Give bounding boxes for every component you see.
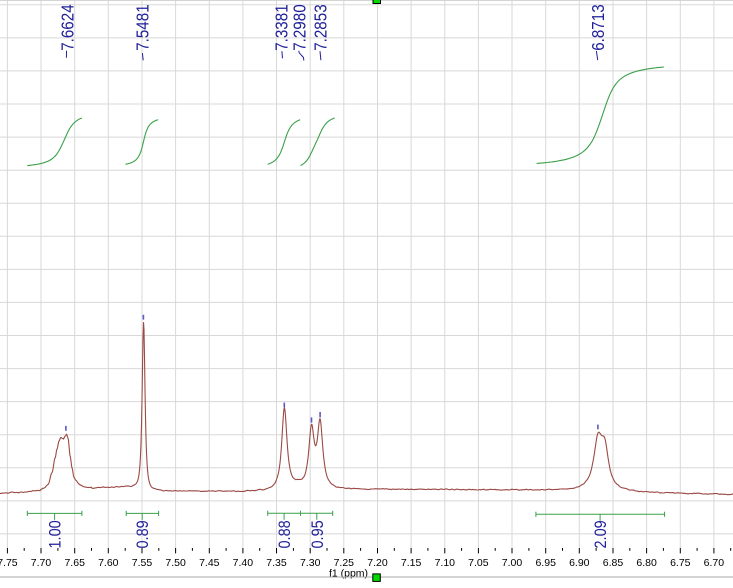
svg-text:7.70: 7.70 — [31, 557, 52, 569]
svg-text:7.6624: 7.6624 — [59, 4, 78, 50]
svg-text:7.45: 7.45 — [199, 557, 220, 569]
svg-text:7.75: 7.75 — [0, 557, 18, 569]
svg-text:f1 (ppm): f1 (ppm) — [329, 567, 368, 579]
svg-text:7.2853: 7.2853 — [312, 4, 331, 50]
svg-text:7.35: 7.35 — [266, 557, 287, 569]
svg-text:6.70: 6.70 — [704, 557, 725, 569]
svg-text:7.25: 7.25 — [334, 557, 355, 569]
svg-text:7.20: 7.20 — [367, 557, 388, 569]
svg-text:6.95: 6.95 — [535, 557, 556, 569]
svg-text:7.5481: 7.5481 — [134, 4, 153, 50]
svg-text:7.40: 7.40 — [233, 557, 254, 569]
svg-text:6.75: 6.75 — [670, 557, 691, 569]
svg-text:7.2980: 7.2980 — [290, 4, 309, 50]
svg-text:6.80: 6.80 — [636, 557, 657, 569]
svg-text:0.88: 0.88 — [276, 520, 294, 548]
svg-text:1.00: 1.00 — [47, 520, 65, 548]
svg-text:6.8713: 6.8713 — [589, 4, 608, 50]
svg-text:7.60: 7.60 — [98, 557, 119, 569]
svg-text:7.3381: 7.3381 — [273, 4, 292, 50]
svg-text:0.95: 0.95 — [309, 520, 327, 548]
svg-text:7.00: 7.00 — [502, 557, 523, 569]
svg-text:7.65: 7.65 — [64, 557, 85, 569]
svg-text:7.10: 7.10 — [435, 557, 456, 569]
svg-text:7.15: 7.15 — [401, 557, 422, 569]
svg-text:6.85: 6.85 — [603, 557, 624, 569]
svg-text:6.90: 6.90 — [569, 557, 590, 569]
svg-text:7.05: 7.05 — [468, 557, 489, 569]
svg-text:7.55: 7.55 — [132, 557, 153, 569]
svg-text:7.50: 7.50 — [165, 557, 186, 569]
svg-text:2.09: 2.09 — [592, 520, 610, 548]
svg-text:0.89: 0.89 — [134, 520, 152, 548]
svg-text:7.30: 7.30 — [300, 557, 321, 569]
